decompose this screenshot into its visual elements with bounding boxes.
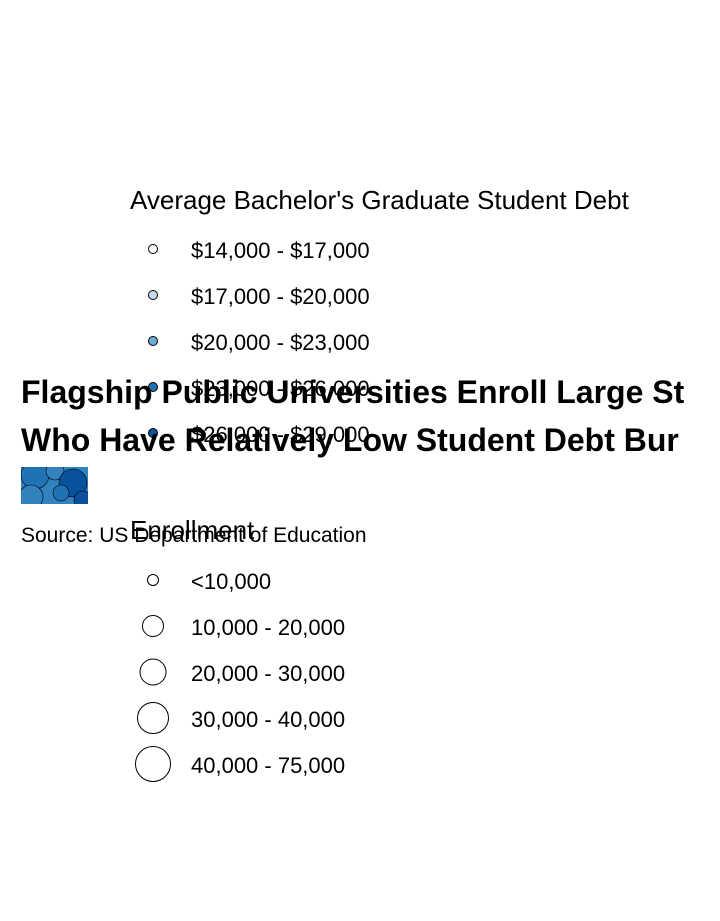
debt-legend-key: [148, 336, 158, 346]
chart-subtitle: Who Have Relatively Low Student Debt Bur: [21, 422, 679, 458]
enrollment-legend-title: Enrollment: [130, 515, 255, 545]
debt-legend-key: [148, 382, 158, 392]
enrollment-legend-key: [147, 574, 159, 586]
debt-legend-label: $17,000 - $20,000: [191, 284, 370, 309]
map-bubble: [21, 484, 44, 504]
debt-legend-label: $20,000 - $23,000: [191, 330, 370, 355]
debt-legend-title: Average Bachelor's Graduate Student Debt: [130, 185, 629, 215]
debt-legend-key: [148, 428, 158, 438]
enrollment-legend-keys: [135, 574, 171, 782]
source-note: Source: US Department of Education: [21, 524, 367, 547]
map-fragment: [21, 467, 88, 504]
debt-legend-key: [148, 290, 158, 300]
map-bubbles: [21, 467, 88, 504]
enrollment-legend-label: 10,000 - 20,000: [191, 615, 346, 640]
enrollment-legend-label: 30,000 - 40,000: [191, 707, 346, 732]
debt-legend-label: $14,000 - $17,000: [191, 238, 370, 263]
enrollment-legend-label: <10,000: [191, 569, 272, 594]
debt-legend-key: [148, 244, 158, 254]
map-bubble: [45, 467, 65, 481]
chart-title: Flagship Public Universities Enroll Larg…: [21, 374, 685, 410]
enrollment-legend-key: [135, 746, 171, 782]
debt-legend-label: $26,000 - $29,000: [191, 422, 370, 447]
debt-legend-keys: [148, 244, 158, 438]
debt-legend-label: $23,000 - $26,000: [191, 376, 370, 401]
map-bubble: [52, 484, 70, 502]
map-bubble: [73, 490, 88, 504]
enrollment-legend-label: 20,000 - 30,000: [191, 661, 346, 686]
enrollment-legend-key: [142, 615, 164, 637]
enrollment-legend-key: [139, 658, 167, 686]
enrollment-legend-key: [137, 702, 169, 734]
enrollment-legend-label: 40,000 - 75,000: [191, 753, 346, 778]
